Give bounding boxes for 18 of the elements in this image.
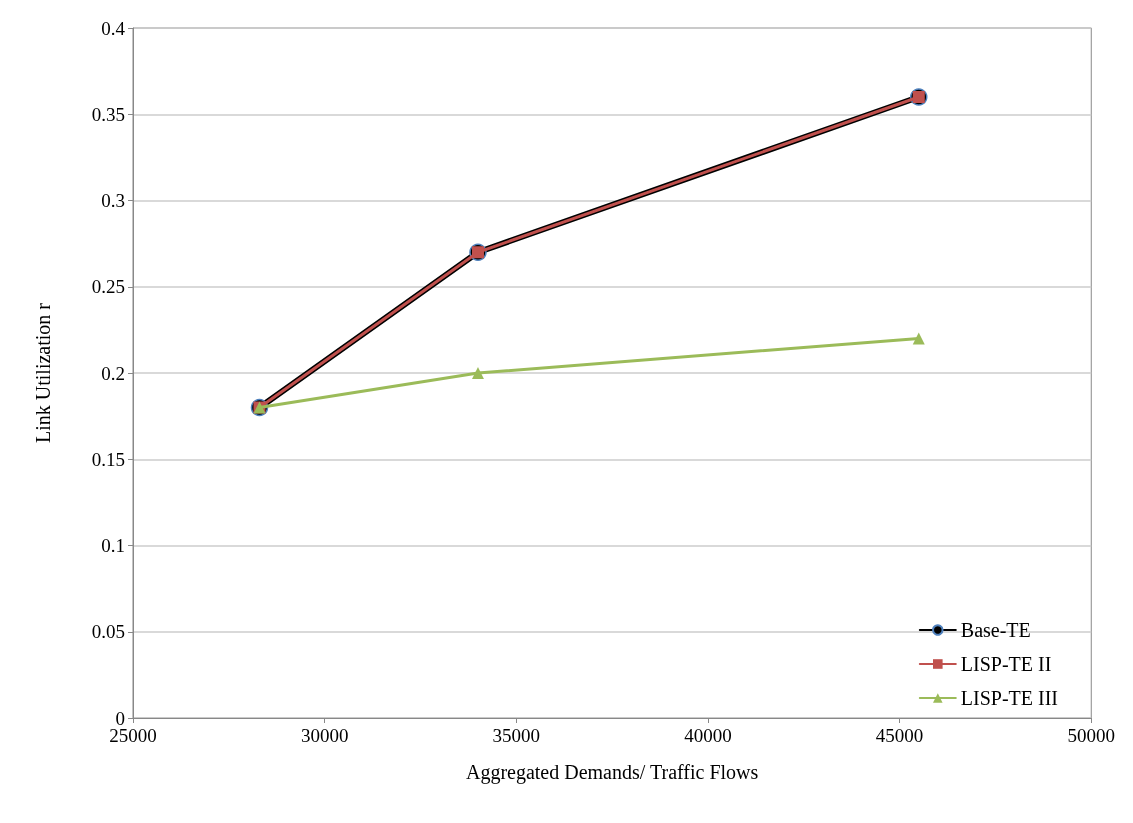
- x-tick-label: 35000: [492, 725, 541, 746]
- legend-label: LISP-TE III: [960, 687, 1059, 709]
- y-tick-label: 0.25: [91, 276, 125, 298]
- x-axis-title: Aggregated Demands/ Traffic Flows: [465, 761, 759, 784]
- y-tick-label: 0.05: [91, 621, 125, 643]
- legend-label: Base-TE: [960, 619, 1031, 641]
- x-tick-label: 40000: [684, 725, 732, 746]
- y-tick-label: 0.2: [101, 362, 125, 384]
- x-tick-label: 50000: [1067, 725, 1115, 746]
- x-tick-label: 30000: [300, 725, 349, 746]
- legend-label: LISP-TE II: [960, 653, 1052, 675]
- y-tick-label: 0.4: [101, 17, 126, 39]
- y-tick-label: 0.35: [91, 103, 125, 125]
- y-tick-label: 0.1: [101, 535, 125, 556]
- y-tick-label: 0.3: [101, 190, 125, 211]
- y-tick-label: 0.15: [91, 448, 125, 470]
- y-axis-title: Link Utilization r: [32, 302, 54, 443]
- x-tick-label: 45000: [875, 725, 924, 746]
